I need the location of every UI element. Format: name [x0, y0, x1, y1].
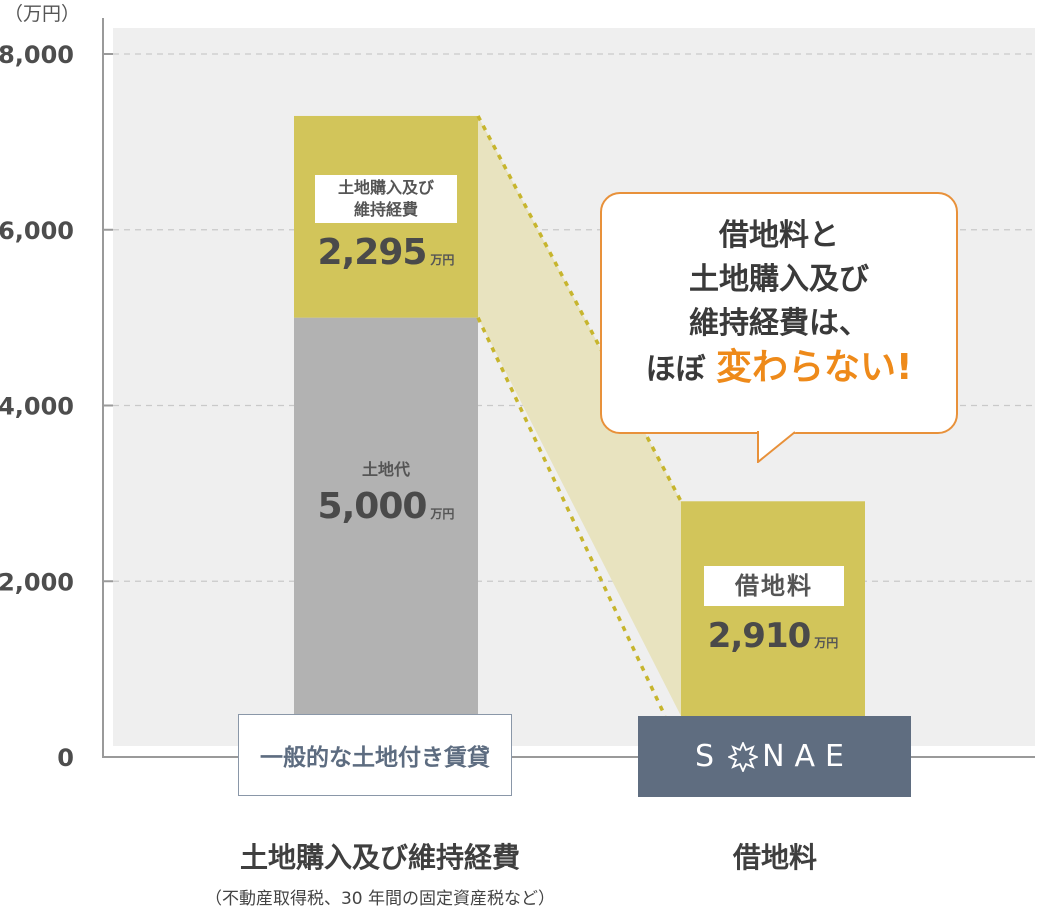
y-tick-label: 0 [57, 744, 74, 772]
callout-line2: 土地購入及び [689, 262, 869, 297]
bar2-value: 2,910 [707, 616, 812, 656]
bar1-land-value: 5,000 [317, 486, 428, 527]
y-tick-label: 6,000 [0, 217, 74, 245]
category-title-1: 土地購入及び維持経費 [239, 841, 520, 874]
sonae-logo-s: S [695, 739, 725, 774]
connector-band [478, 115, 681, 716]
bar1-maint-value: 2,295 [317, 232, 428, 273]
bar1-land-value-row: 5,000 万円 [294, 486, 478, 527]
bar1-maint-value-row: 2,295 万円 [294, 232, 478, 273]
y-axis-unit: （万円） [4, 3, 80, 25]
sonae-logo-nae: NAE [762, 739, 854, 774]
callout-line4: ほぼ 変わらない! [602, 346, 956, 392]
category-note-1: （不動産取得税、30 年間の固定資産税など） [204, 889, 556, 909]
bar1-segment-1 [294, 317, 478, 757]
bar2-segment-1 [681, 501, 865, 757]
sonae-logo-o-icon [728, 741, 759, 772]
sonae-logo: S NAE [638, 716, 911, 797]
callout-line3: 維持経費は、 [689, 306, 869, 341]
bar1-maint-unit: 万円 [430, 253, 455, 267]
callout-bubble: 借地料と 土地購入及び 維持経費は、 ほぼ 変わらない! [600, 192, 958, 434]
y-tick-label: 8,000 [0, 41, 74, 69]
bar1-maint-label-box: 土地購入及び 維持経費 [315, 175, 457, 223]
callout-line1: 借地料と [719, 218, 839, 253]
bar1-land-label-group: 土地代 5,000 万円 [294, 456, 478, 527]
y-tick-label: 4,000 [0, 393, 74, 421]
bar2-value-row: 2,910 万円 [681, 616, 865, 656]
bar1-land-label: 土地代 [361, 460, 410, 479]
bar1-maint-label-line2: 維持経費 [353, 200, 418, 219]
y-axis-ticks: 8,000 6,000 4,000 2,000 0 [0, 41, 113, 772]
callout-tail [757, 431, 797, 463]
callout-line4-accent: 変わらない! [716, 347, 913, 388]
callout-line4-prefix: ほぼ [645, 352, 706, 387]
category-title-2: 借地料 [732, 841, 817, 874]
connector-line-bottom [476, 316, 667, 717]
bar2-unit: 万円 [814, 636, 839, 650]
y-tick-label: 2,000 [0, 568, 74, 596]
bar1-maint-label-line1: 土地購入及び [337, 178, 434, 197]
bar1-land-unit: 万円 [430, 507, 455, 521]
bar2-label-box: 借地料 [704, 566, 844, 606]
general-rental-label: 一般的な土地付き賃貸 [238, 714, 512, 796]
